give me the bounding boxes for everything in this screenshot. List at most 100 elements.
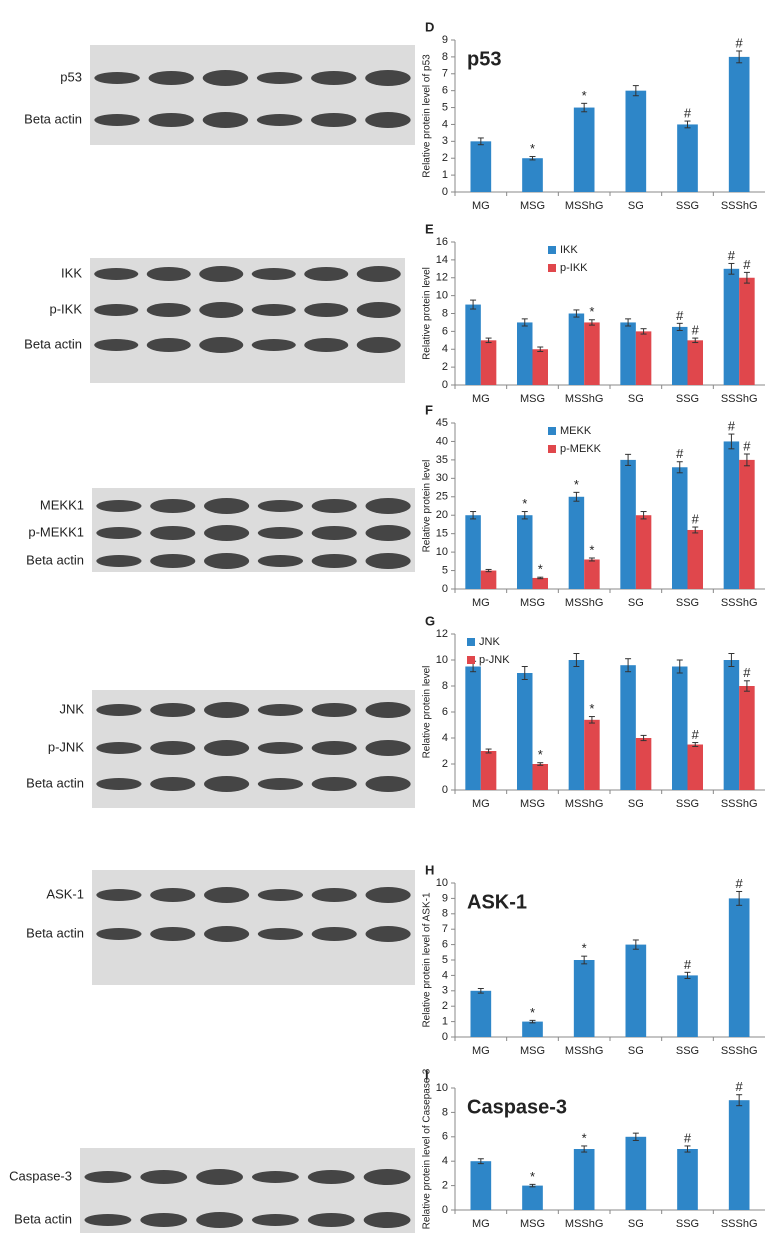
- x-tick-label: MG: [472, 200, 490, 212]
- blot-band: [365, 702, 411, 718]
- blot-label: MEKK1: [40, 497, 84, 512]
- x-tick-label: SSShG: [721, 200, 758, 212]
- blot-band: [257, 704, 304, 716]
- bar: [620, 665, 636, 790]
- x-tick-label: SG: [628, 597, 644, 609]
- y-tick-label: 7: [442, 68, 448, 80]
- blot-band: [356, 266, 401, 282]
- error-bar: [736, 50, 743, 64]
- x-tick-label: MSShG: [565, 1045, 604, 1057]
- blot-band: [251, 1171, 299, 1183]
- significance-mark: *: [538, 562, 543, 577]
- blot-band: [307, 1170, 355, 1184]
- y-tick-label: 4: [442, 732, 448, 744]
- panel-letter: E: [425, 221, 434, 236]
- x-tick-label: MG: [472, 393, 490, 405]
- blot-band: [196, 1169, 244, 1185]
- blot-label: Caspase-3: [9, 1168, 72, 1183]
- blot-membrane: [90, 45, 415, 145]
- blot-band: [146, 267, 191, 281]
- blot-band: [202, 70, 249, 86]
- legend-label: p-JNK: [479, 654, 510, 666]
- legend-label: MEKK: [560, 425, 592, 437]
- bar: [728, 56, 750, 193]
- x-tick-label: SSG: [676, 1045, 699, 1057]
- bar: [620, 322, 636, 385]
- bar: [584, 322, 600, 385]
- significance-mark: #: [676, 308, 684, 323]
- y-tick-label: 6: [442, 939, 448, 951]
- bar: [677, 1149, 698, 1210]
- bar: [568, 313, 585, 385]
- y-tick-label: 7: [442, 923, 448, 935]
- significance-mark: #: [736, 876, 744, 891]
- significance-mark: *: [574, 477, 579, 492]
- bar: [573, 1149, 595, 1210]
- blot-band: [311, 71, 357, 85]
- blot-band: [256, 114, 303, 126]
- blot-membrane: [92, 690, 415, 808]
- y-tick-label: 3: [442, 985, 448, 997]
- panel-letter: I: [425, 1067, 429, 1082]
- y-tick-label: 10: [436, 654, 448, 666]
- blot-band: [94, 339, 139, 351]
- blot-band: [365, 740, 411, 756]
- bar: [635, 738, 652, 790]
- significance-mark: #: [743, 257, 751, 272]
- error-bar: [477, 137, 484, 146]
- significance-mark: #: [743, 438, 751, 453]
- bar: [625, 944, 647, 1037]
- blot-label: ASK-1: [46, 886, 84, 901]
- blot-band: [203, 553, 250, 569]
- bar: [532, 577, 548, 589]
- bar: [739, 686, 755, 790]
- blot-band: [84, 1171, 132, 1183]
- panel-letter: H: [425, 862, 434, 877]
- blot-band: [251, 1214, 299, 1226]
- significance-mark: *: [538, 747, 543, 762]
- significance-mark: #: [728, 419, 736, 434]
- blot-band: [311, 741, 357, 755]
- blot-label: Beta actin: [14, 1211, 72, 1226]
- y-tick-label: 14: [436, 254, 448, 266]
- significance-mark: *: [589, 304, 594, 319]
- error-bar: [632, 939, 639, 950]
- y-tick-label: 2: [442, 758, 448, 770]
- blot-band: [311, 526, 357, 540]
- y-tick-label: 10: [436, 546, 448, 558]
- bar: [728, 1100, 750, 1210]
- x-tick-label: MSShG: [565, 1218, 604, 1230]
- x-tick-label: SSG: [676, 798, 699, 810]
- blot-band: [257, 500, 304, 512]
- significance-mark: #: [743, 665, 751, 680]
- y-tick-label: 0: [442, 1204, 448, 1216]
- x-tick-label: MG: [472, 1045, 490, 1057]
- x-tick-label: MSShG: [565, 798, 604, 810]
- error-bar: [477, 987, 484, 994]
- chart-title: p53: [467, 48, 501, 70]
- bar: [470, 1161, 492, 1210]
- x-tick-label: SSShG: [721, 1045, 758, 1057]
- y-tick-label: 5: [442, 101, 448, 113]
- blot-label: Beta actin: [24, 111, 82, 126]
- x-tick-label: SG: [628, 798, 644, 810]
- bar: [568, 660, 585, 790]
- blot-band: [365, 498, 411, 514]
- error-bar: [529, 1019, 536, 1024]
- error-bar: [573, 491, 580, 502]
- blot-membrane: [92, 488, 415, 572]
- bar: [522, 1185, 543, 1210]
- blot-band: [365, 112, 411, 128]
- legend-label: IKK: [560, 244, 578, 256]
- y-tick-label: 8: [442, 307, 448, 319]
- bar: [687, 529, 703, 589]
- blot-band: [140, 1213, 188, 1227]
- x-tick-label: MSShG: [565, 393, 604, 405]
- x-tick-label: SG: [628, 1218, 644, 1230]
- blot-band: [148, 113, 194, 127]
- error-bar: [728, 262, 735, 275]
- blot-band: [251, 339, 296, 351]
- blot-band: [94, 72, 140, 84]
- blot-band: [257, 778, 304, 790]
- blot-band: [203, 926, 250, 942]
